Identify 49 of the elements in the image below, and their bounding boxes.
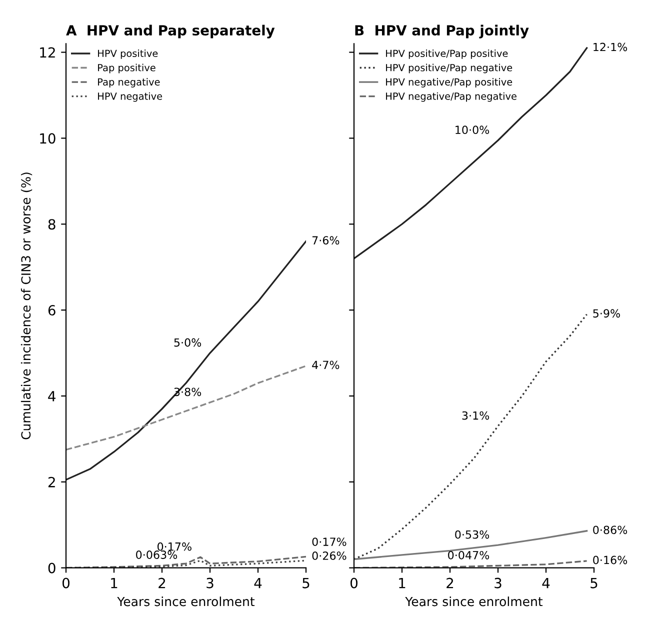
chart-title: B HPV and Pap jointly	[355, 24, 529, 38]
annotation: 0·063%	[136, 550, 178, 559]
x-tick-label: 5	[302, 578, 310, 588]
y-tick-label: 6	[48, 305, 56, 316]
y-axis-title: Cumulative incidence of CIN3 or worse (%)	[20, 172, 32, 440]
line-series	[66, 240, 306, 481]
x-tick-label: 0	[350, 578, 358, 588]
y-tick-label: 12	[40, 47, 55, 58]
annotation: 0·17%	[312, 538, 346, 546]
annotation: 3·1%	[462, 411, 490, 420]
x-tick-label: 1	[399, 578, 406, 588]
x-axis-title: Years since enrolment	[405, 596, 543, 606]
x-tick-label: 2	[446, 578, 454, 588]
y-tick-label: 4	[48, 391, 56, 402]
annotation: 10·0%	[456, 126, 490, 134]
annotation: 0·53%	[455, 530, 490, 539]
annotation: 0·047%	[448, 550, 490, 560]
x-tick-label: 1	[111, 578, 118, 588]
y-tick-label: 0	[48, 562, 56, 574]
annotation: 4·7%	[312, 360, 340, 370]
x-tick-label: 4	[254, 578, 262, 588]
annotation: 12·1%	[594, 42, 628, 52]
annotation: 5·0%	[174, 338, 202, 347]
annotation: 0·16%	[593, 556, 628, 564]
legend-label: Pap positive	[98, 64, 156, 74]
legend-label: HPV positive	[98, 50, 158, 59]
x-tick-label: 4	[542, 578, 550, 588]
annotation: 0·26%	[312, 551, 346, 560]
legend-label: HPV negative/Pap negative	[386, 92, 516, 102]
x-tick-label: 0	[62, 578, 70, 588]
chart-title: A HPV and Pap separately	[66, 24, 275, 38]
x-tick-label: 3	[494, 578, 502, 588]
annotation: 5·9%	[593, 309, 620, 318]
legend-label: HPV negative	[98, 92, 162, 102]
y-tick-label: 8	[48, 219, 56, 230]
legend-label: HPV negative/Pap positive	[386, 78, 512, 88]
y-tick-label: 10	[40, 133, 56, 144]
x-tick-label: 3	[206, 578, 214, 588]
line-series	[66, 365, 306, 451]
annotation: 0·86%	[593, 526, 628, 534]
annotation: 7·6%	[312, 236, 340, 245]
x-tick-label: 2	[158, 578, 166, 588]
annotation: 0·17%	[158, 542, 192, 551]
x-tick-label: 5	[590, 578, 598, 588]
legend-label: Pap negative	[98, 78, 160, 88]
x-axis-title: Years since enrolment	[117, 596, 255, 606]
legend-label: HPV positive/Pap positive	[386, 50, 508, 59]
y-tick-label: 2	[48, 476, 55, 488]
legend-label: HPV positive/Pap negative	[386, 64, 512, 74]
